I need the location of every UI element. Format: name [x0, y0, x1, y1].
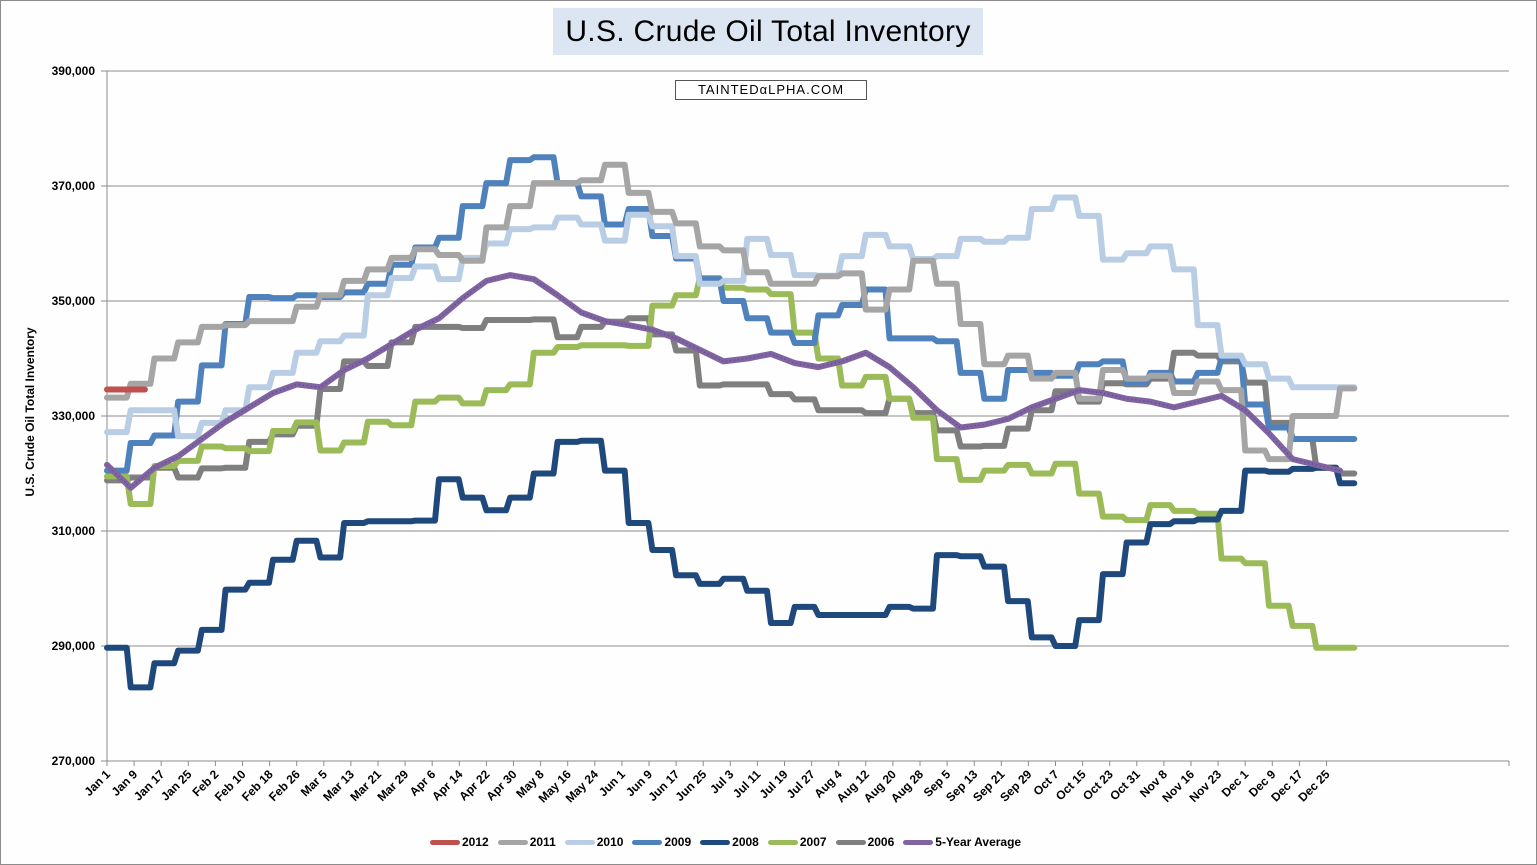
x-tick-label: Jul 19 — [757, 767, 791, 801]
y-tick-label: 330,000 — [52, 409, 96, 423]
x-tick-label: Jan 1 — [82, 767, 114, 799]
legend-swatch — [903, 839, 934, 845]
series-line-2008 — [104, 437, 1358, 691]
legend-item: 2011 — [497, 835, 556, 849]
legend-item: 2009 — [632, 835, 691, 849]
watermark-logo: TAINTEDαLPHA.COM — [675, 80, 867, 100]
legend-label: 2010 — [596, 835, 624, 849]
legend-swatch — [632, 839, 663, 845]
legend-item: 2008 — [700, 835, 759, 849]
legend-label: 2009 — [664, 835, 692, 849]
y-tick-label: 350,000 — [52, 294, 96, 308]
legend-item: 2012 — [430, 835, 489, 849]
x-tick-label: Jul 11 — [730, 767, 764, 801]
legend-label: 5-Year Average — [935, 835, 1022, 849]
legend: 2012 2011 2010 2009 2008 2007 2006 5-Year Avera… — [430, 833, 1021, 851]
y-tick-label: 390,000 — [52, 64, 96, 78]
x-tick-label: Feb 26 — [266, 767, 303, 804]
legend-item: 5-Year Average — [903, 835, 1021, 849]
x-tick-label: Dec 1 — [1219, 767, 1252, 800]
x-tick-label: Apr 30 — [483, 767, 520, 804]
x-tick-label: Jul 27 — [784, 767, 818, 801]
series-line-2007 — [104, 275, 1358, 651]
y-tick-label: 290,000 — [52, 639, 96, 653]
title-background — [553, 8, 983, 55]
x-tick-label: Oct 31 — [1107, 767, 1143, 803]
series-line-2006 — [104, 315, 1358, 484]
series-line-5-year-average — [104, 272, 1344, 491]
legend-swatch — [564, 839, 595, 845]
legend-swatch — [700, 839, 731, 845]
legend-label: 2006 — [867, 835, 895, 849]
legend-label: 2008 — [732, 835, 759, 849]
legend-item: 2010 — [564, 835, 624, 849]
series-line-2011 — [104, 161, 1358, 463]
legend-swatch — [835, 839, 866, 845]
legend-item: 2007 — [767, 835, 827, 849]
y-tick-label: 310,000 — [52, 524, 96, 538]
chart-title: U.S. Crude Oil Total Inventory — [565, 15, 971, 48]
y-tick-label: 370,000 — [52, 179, 96, 193]
x-tick-label: Jan 25 — [158, 767, 195, 804]
legend-swatch — [497, 839, 528, 845]
x-tick-label: Mar 29 — [374, 767, 411, 804]
legend-label: 2012 — [462, 835, 489, 849]
legend-label: 2007 — [799, 835, 827, 849]
legend-swatch — [767, 839, 798, 845]
legend-swatch — [430, 839, 460, 845]
x-tick-label: Jun 1 — [596, 767, 628, 799]
series-line-2010 — [104, 194, 1358, 440]
y-tick-label: 270,000 — [52, 754, 96, 768]
legend-label: 2011 — [529, 835, 556, 849]
x-tick-label: Jun 25 — [673, 767, 710, 804]
legend-item: 2006 — [835, 835, 895, 849]
